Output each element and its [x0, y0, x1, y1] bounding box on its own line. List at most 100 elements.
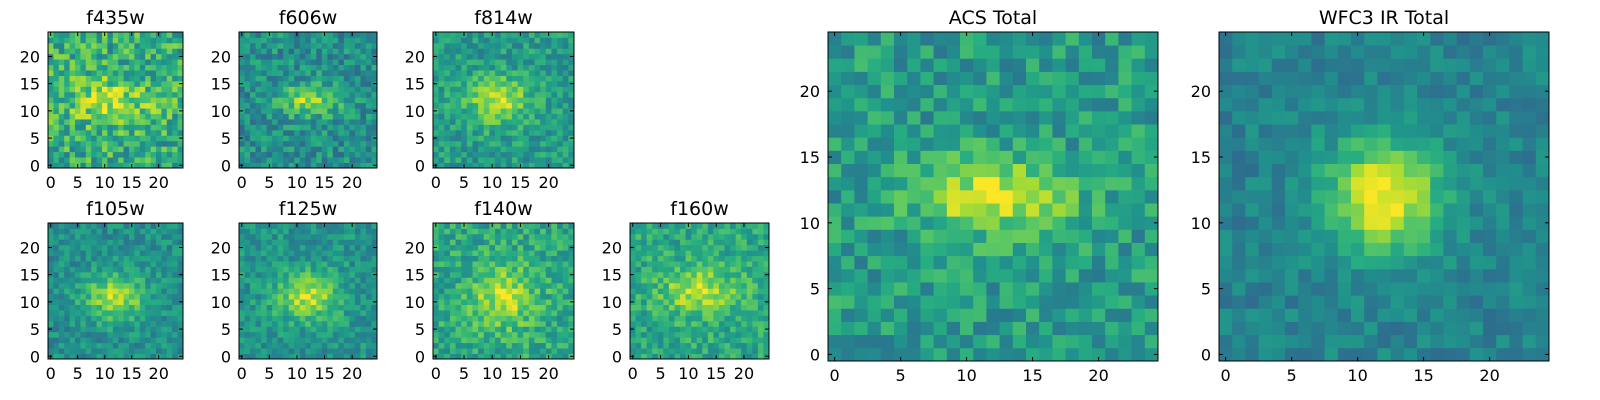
heatmap-cell — [718, 223, 725, 229]
heatmap-cell — [58, 266, 65, 273]
heatmap-cell — [150, 320, 157, 327]
heatmap-cell — [266, 239, 273, 246]
heatmap-cell — [266, 42, 273, 49]
heatmap-cell — [557, 353, 564, 360]
heatmap-cell — [752, 271, 759, 278]
heatmap-cell — [562, 233, 569, 240]
heatmap-cell — [478, 157, 485, 163]
heatmap-cell — [568, 64, 575, 71]
heatmap-cell — [75, 233, 81, 240]
heatmap-cell — [327, 70, 334, 76]
heatmap-cell — [763, 282, 770, 289]
heatmap-cell — [495, 129, 502, 136]
heatmap-cell — [139, 37, 146, 44]
heatmap-cell — [80, 288, 87, 295]
heatmap-cell — [354, 228, 361, 235]
heatmap-cell — [166, 233, 173, 240]
heatmap-cell — [118, 124, 124, 131]
heatmap-cell — [557, 146, 564, 153]
heatmap-cell — [327, 151, 334, 158]
heatmap-cell — [272, 86, 279, 93]
heatmap-cell — [343, 277, 350, 284]
heatmap-cell — [663, 337, 670, 344]
heatmap-cell — [107, 282, 114, 289]
heatmap-cell — [80, 255, 87, 262]
heatmap-cell — [528, 113, 535, 120]
heatmap-cell — [707, 277, 714, 284]
heatmap-cell — [920, 242, 934, 257]
heatmap-cell — [299, 140, 306, 147]
heatmap-cell — [691, 353, 698, 360]
heatmap-cell — [332, 129, 339, 136]
heatmap-cell — [80, 53, 87, 60]
heatmap-cell — [444, 70, 451, 76]
heatmap-cell — [64, 97, 70, 104]
heatmap-cell — [568, 250, 575, 257]
heatmap-cell — [880, 334, 895, 349]
heatmap-cell — [327, 124, 334, 131]
heatmap-cell — [150, 228, 157, 235]
heatmap-cell — [880, 189, 895, 204]
heatmap-cell — [999, 150, 1014, 164]
heatmap-cell — [907, 203, 921, 217]
heatmap-cell — [478, 146, 485, 153]
heatmap-cell — [472, 129, 479, 136]
heatmap-cell — [466, 113, 473, 120]
heatmap-cell — [691, 271, 698, 278]
heatmap-cell — [551, 337, 558, 344]
heatmap-cell — [48, 228, 54, 235]
heatmap-cell — [343, 129, 350, 136]
heatmap-cell — [746, 261, 753, 267]
heatmap-cell — [69, 151, 76, 158]
heatmap-cell — [724, 320, 731, 327]
heatmap-cell — [562, 53, 569, 60]
heatmap-cell — [713, 233, 720, 240]
heatmap-cell — [69, 266, 76, 273]
heatmap-cell — [506, 157, 513, 163]
heatmap-cell — [96, 239, 103, 246]
heatmap-cell — [272, 261, 279, 267]
heatmap-cell — [478, 129, 485, 136]
heatmap-cell — [139, 223, 146, 229]
heatmap-cell — [305, 239, 312, 246]
heatmap-cell — [506, 353, 513, 360]
heatmap-cell — [920, 229, 934, 243]
heatmap-cell — [354, 80, 361, 87]
heatmap-cell — [53, 129, 60, 136]
heatmap-cell — [283, 151, 290, 158]
heatmap-cell — [867, 242, 882, 257]
heatmap-cell — [123, 310, 130, 316]
heatmap-cell — [540, 135, 547, 142]
heatmap-cell — [534, 32, 541, 38]
heatmap-cell — [478, 91, 485, 98]
heatmap-cell — [674, 255, 681, 262]
heatmap-cell — [718, 277, 725, 284]
heatmap-cell — [545, 233, 552, 240]
heatmap-cell — [707, 337, 714, 344]
heatmap-cell — [455, 315, 462, 322]
heatmap-cell — [338, 37, 345, 44]
heatmap-cell — [112, 353, 119, 360]
heatmap-cell — [696, 239, 703, 246]
heatmap-cell — [288, 277, 295, 284]
heatmap-cell — [986, 203, 1000, 217]
heatmap-cell — [156, 113, 162, 120]
heatmap-cell — [444, 342, 451, 349]
heatmap-cell — [177, 37, 184, 44]
heatmap-cell — [69, 310, 76, 316]
heatmap-cell — [757, 282, 764, 289]
heatmap-cell — [500, 113, 507, 120]
heatmap-cell — [58, 75, 65, 82]
heatmap-cell — [294, 261, 301, 267]
heatmap-cell — [551, 304, 558, 311]
heatmap-cell — [145, 70, 151, 76]
heatmap-cell — [123, 32, 130, 38]
heatmap-cell — [283, 239, 290, 246]
heatmap-cell — [1039, 321, 1053, 336]
heatmap-cell — [691, 277, 698, 284]
heatmap-cell — [500, 250, 507, 257]
heatmap-cell — [261, 348, 267, 354]
heatmap-cell — [310, 42, 317, 49]
heatmap-cell — [161, 124, 168, 131]
heatmap-cell — [305, 288, 312, 295]
